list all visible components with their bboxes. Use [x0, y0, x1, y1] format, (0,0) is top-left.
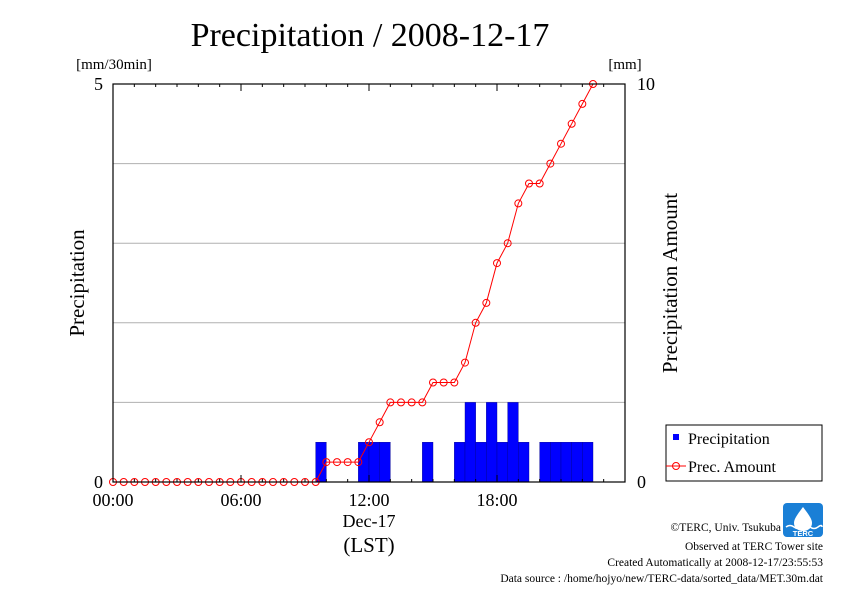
legend-precipitation-label: Precipitation — [688, 431, 770, 448]
prec-amount-point — [333, 458, 341, 467]
x-ticks: 00:00 06:00 12:00 18:00 — [92, 84, 626, 510]
prec-amount-point — [450, 378, 459, 387]
precipitation-bar — [518, 442, 530, 483]
prec-amount-point — [482, 298, 491, 307]
prec-amount-point — [514, 199, 523, 208]
prec-amount-point — [535, 179, 544, 188]
chart-title: Precipitation / 2008-12-17 — [191, 17, 550, 54]
precipitation-bar — [475, 442, 487, 483]
wave-icon — [785, 524, 823, 530]
gridlines — [113, 163, 625, 403]
legend-amount-label: Prec. Amount — [688, 459, 777, 476]
y-left-tick-label: 5 — [94, 74, 103, 94]
prec-amount-point — [397, 398, 405, 407]
prec-amount-point — [322, 458, 331, 467]
prec-amount-point — [418, 398, 427, 407]
precipitation-bar — [539, 442, 551, 483]
x-date-label: Dec-17 — [343, 511, 396, 531]
prec-amount-point — [407, 398, 416, 407]
precipitation-bars — [315, 402, 594, 483]
right-unit-label: [mm] — [608, 57, 641, 73]
precipitation-bar — [571, 442, 583, 483]
prec-amount-point — [429, 378, 437, 387]
y-ticks: 0 5 0 10 — [94, 74, 655, 492]
footer-source: Data source : /home/hojyo/new/TERC-data/… — [500, 573, 823, 585]
precipitation-bar — [368, 442, 380, 483]
precipitation-bar — [550, 442, 562, 483]
legend-box — [665, 424, 823, 482]
precipitation-bar — [422, 442, 434, 483]
precipitation-bar — [315, 442, 327, 483]
left-unit-label: [mm/30min] — [76, 57, 152, 73]
footer-created: Created Automatically at 2008-12-17/23:5… — [607, 557, 823, 569]
prec-amount-point — [386, 398, 395, 407]
prec-amount-point — [546, 159, 555, 168]
y-left-tick-label: 0 — [94, 472, 103, 492]
y-right-tick-label: 0 — [637, 472, 646, 492]
precipitation-bar — [496, 442, 508, 483]
prec-amount-point — [471, 318, 480, 327]
prec-amount-point — [525, 179, 533, 188]
precipitation-bar — [560, 442, 572, 483]
legend-precipitation-swatch — [673, 434, 679, 440]
x-axis-title: (LST) — [343, 533, 394, 557]
precipitation-bar — [507, 402, 519, 483]
footer-observed: Observed at TERC Tower site — [685, 541, 823, 553]
prec-amount-point — [557, 139, 565, 148]
prec-amount-point — [354, 458, 363, 467]
x-tick-label: 18:00 — [476, 490, 517, 510]
left-axis-title: Precipitation — [65, 229, 89, 337]
x-tick-label: 00:00 — [92, 490, 133, 510]
y-right-tick-label: 10 — [637, 74, 655, 94]
footer-copyright: ©TERC, Univ. Tsukuba — [671, 522, 781, 534]
prec-amount-point — [493, 259, 501, 268]
prec-amount-point — [461, 358, 469, 367]
prec-amount-point — [439, 378, 448, 387]
terc-logo: TERC — [783, 503, 823, 538]
prec-amount-point — [375, 418, 384, 427]
precipitation-bar — [464, 402, 476, 483]
prec-amount-point — [365, 438, 373, 447]
precipitation-bar — [582, 442, 594, 483]
precipitation-bar — [379, 442, 391, 483]
prec-amount-polyline — [113, 83, 594, 483]
x-tick-label: 12:00 — [348, 490, 389, 510]
x-tick-label: 06:00 — [220, 490, 261, 510]
right-axis-title: Precipitation Amount — [658, 193, 682, 373]
legend: Precipitation Prec. Amount — [665, 424, 823, 482]
prec-amount-point — [343, 458, 352, 467]
plot-frame — [112, 83, 626, 483]
precipitation-bar — [454, 442, 466, 483]
legend-amount-swatch-marker — [672, 462, 680, 470]
precipitation-bar — [486, 402, 498, 483]
prec-amount-point — [503, 239, 512, 248]
prec-amount-point — [578, 99, 587, 108]
prec-amount-line — [109, 80, 597, 486]
precipitation-bar — [358, 442, 370, 483]
logo-text: TERC — [793, 529, 814, 538]
prec-amount-point — [567, 119, 576, 128]
